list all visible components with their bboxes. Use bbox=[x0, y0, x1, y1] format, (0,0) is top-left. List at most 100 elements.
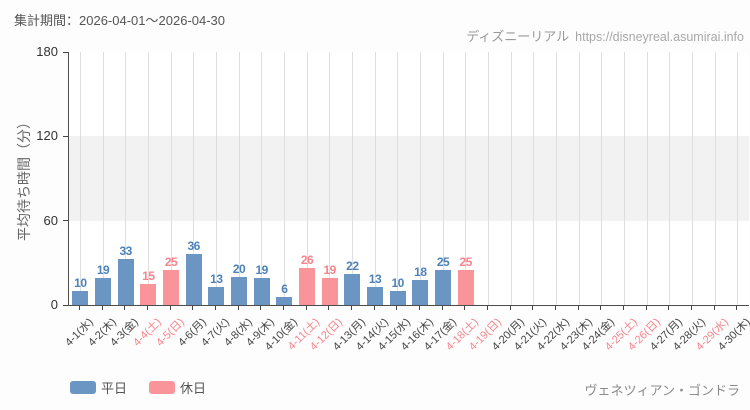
bar bbox=[344, 274, 361, 305]
x-tick bbox=[78, 306, 80, 310]
bar-value-label: 15 bbox=[142, 268, 155, 283]
bar-value-label: 10 bbox=[74, 275, 87, 290]
bar bbox=[367, 286, 383, 305]
y-tick-label: 120 bbox=[36, 128, 58, 144]
gridline bbox=[623, 52, 625, 305]
bar-value-label: 13 bbox=[368, 271, 382, 286]
gridline bbox=[578, 52, 580, 305]
y-tick bbox=[63, 51, 68, 53]
y-tick bbox=[63, 220, 68, 222]
bar bbox=[95, 278, 111, 305]
bar bbox=[140, 283, 157, 305]
bar bbox=[321, 278, 338, 305]
x-tick bbox=[532, 306, 534, 310]
x-tick bbox=[282, 306, 284, 310]
report-period: 集計期間：2026-04-01～2026-04-30 bbox=[14, 13, 225, 28]
bar bbox=[389, 290, 406, 305]
bar bbox=[299, 268, 315, 305]
x-tick bbox=[260, 306, 262, 310]
gridline bbox=[283, 52, 285, 305]
x-tick bbox=[101, 306, 103, 310]
bar-value-label: 22 bbox=[346, 259, 359, 274]
bar bbox=[163, 269, 179, 305]
x-tick bbox=[600, 306, 602, 310]
legend: 平日 休日 bbox=[70, 378, 228, 397]
bar-value-label: 18 bbox=[414, 264, 427, 279]
bar-value-label: 25 bbox=[164, 254, 178, 269]
x-tick bbox=[328, 306, 330, 310]
y-tick bbox=[63, 304, 68, 306]
x-tick bbox=[464, 306, 466, 310]
gridline bbox=[329, 52, 331, 305]
holiday-legend-label: 休日 bbox=[180, 381, 207, 396]
gridline bbox=[238, 52, 240, 305]
gridline bbox=[442, 52, 444, 305]
gridline bbox=[215, 52, 217, 305]
bar-value-label: 36 bbox=[187, 239, 200, 254]
bar bbox=[412, 279, 429, 305]
weekday-legend-label: 平日 bbox=[101, 381, 128, 396]
gridline bbox=[306, 52, 308, 305]
gridline bbox=[193, 52, 195, 305]
x-tick bbox=[350, 306, 352, 310]
attraction-name: ヴェネツィアン・ゴンドラ bbox=[584, 383, 740, 398]
x-tick bbox=[146, 306, 148, 310]
x-tick bbox=[713, 306, 715, 310]
gridline bbox=[170, 52, 172, 305]
gridline bbox=[510, 52, 512, 305]
x-tick bbox=[668, 306, 670, 310]
y-axis-ticks: 0 60 120 180 bbox=[0, 44, 68, 312]
bar bbox=[276, 296, 293, 305]
x-tick bbox=[554, 306, 556, 310]
gridline bbox=[419, 52, 421, 305]
x-tick bbox=[441, 306, 443, 310]
x-tick bbox=[396, 306, 398, 310]
bar bbox=[208, 286, 225, 305]
bar-value-label: 10 bbox=[391, 275, 404, 290]
gridline bbox=[533, 52, 535, 305]
gridline bbox=[465, 52, 467, 305]
bar-value-label: 19 bbox=[255, 263, 268, 278]
gridline bbox=[261, 52, 263, 305]
bar-value-label: 13 bbox=[210, 271, 223, 286]
x-axis-labels: 4-1(水) 4-2(木) 4-3(金) 4-4(土) 4-5(日) 4-6(月) 4-7(… bbox=[63, 312, 750, 370]
y-tick-label: 60 bbox=[43, 212, 58, 228]
holiday-legend-swatch bbox=[149, 381, 176, 394]
source-site-name: ディズニーリアル bbox=[466, 29, 570, 44]
x-tick bbox=[577, 306, 579, 310]
bar bbox=[457, 269, 474, 305]
x-tick bbox=[192, 306, 194, 310]
x-tick bbox=[486, 306, 488, 310]
source-attribution: ディズニーリアル https://disneyreal.asumirai.inf… bbox=[466, 26, 744, 45]
bar-value-label: 19 bbox=[96, 263, 110, 278]
gridline bbox=[374, 52, 376, 305]
gridline bbox=[102, 52, 104, 305]
plot-area: 10 19 33 15 25 36 13 20 19 6 26 19 22 13 10 18 25 25 bbox=[68, 52, 749, 306]
bar bbox=[185, 254, 202, 305]
gridline bbox=[669, 52, 671, 305]
bar-value-label: 25 bbox=[459, 254, 472, 269]
x-tick bbox=[622, 306, 624, 310]
bar-value-label: 25 bbox=[436, 254, 450, 269]
x-tick bbox=[373, 306, 375, 310]
x-tick bbox=[690, 306, 692, 310]
gridline bbox=[79, 52, 81, 305]
gridline bbox=[125, 52, 127, 305]
bar bbox=[72, 290, 89, 305]
gray-band-60-120 bbox=[69, 136, 749, 221]
bar-value-label: 19 bbox=[323, 263, 336, 278]
x-tick bbox=[124, 306, 126, 310]
x-tick bbox=[418, 306, 420, 310]
gridline bbox=[737, 52, 739, 305]
gridline bbox=[646, 52, 648, 305]
gridline bbox=[147, 52, 149, 305]
gridline bbox=[397, 52, 399, 305]
gridline bbox=[714, 52, 716, 305]
x-tick bbox=[237, 306, 239, 310]
bar bbox=[117, 258, 134, 305]
bar-value-label: 33 bbox=[119, 243, 132, 258]
source-url-link[interactable]: https://disneyreal.asumirai.info bbox=[575, 30, 744, 44]
gridline bbox=[691, 52, 693, 305]
y-tick bbox=[63, 135, 68, 137]
